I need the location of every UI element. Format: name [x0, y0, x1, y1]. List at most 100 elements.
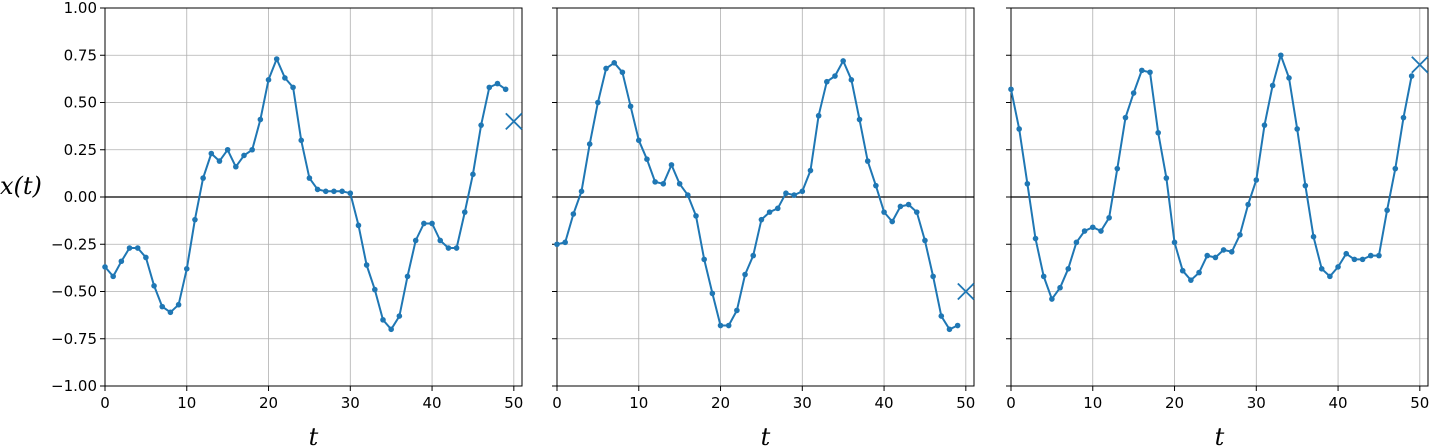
data-point [208, 150, 215, 157]
plot-frame [556, 7, 975, 387]
data-point [881, 209, 887, 215]
data-point [233, 163, 239, 170]
data-point [461, 209, 468, 215]
x-tick-label: 30 [793, 394, 812, 412]
x-tick-label: 0 [100, 394, 110, 412]
y-axis-label: x(t) [0, 172, 42, 200]
data-point [1367, 252, 1374, 259]
data-point [954, 322, 961, 329]
data-point [1310, 233, 1317, 240]
data-point [1008, 86, 1014, 93]
data-point [807, 167, 814, 174]
data-point [1261, 122, 1268, 128]
data-point [1302, 182, 1309, 189]
data-point [734, 307, 740, 314]
data-point [404, 273, 411, 280]
data-point [396, 313, 403, 319]
data-point [1024, 180, 1031, 187]
data-point [905, 201, 912, 208]
data-point [257, 116, 264, 123]
data-point [192, 216, 198, 223]
y-tick-label: −1.00 [51, 377, 97, 395]
data-point [635, 137, 642, 144]
x-tick-label: 40 [1329, 394, 1348, 412]
data-point [1228, 249, 1235, 255]
series-line [556, 59, 959, 331]
x-tick-label: 20 [259, 394, 278, 412]
data-point [1155, 129, 1161, 136]
data-point [922, 237, 928, 244]
data-point [595, 99, 601, 106]
data-point [1408, 73, 1415, 79]
data-point [652, 179, 658, 185]
x-tick-label: 0 [552, 394, 562, 412]
data-point [1032, 235, 1039, 242]
data-point [1400, 114, 1407, 121]
y-tick-label: 0.25 [64, 141, 97, 159]
y-tick-label: 0.50 [64, 94, 97, 112]
data-point [1220, 247, 1227, 253]
x-tick-label: 40 [423, 394, 442, 412]
data-point [1147, 69, 1153, 76]
data-point [1122, 114, 1129, 121]
data-point [306, 175, 313, 181]
data-point [167, 309, 174, 316]
data-point [380, 317, 386, 323]
data-point [938, 313, 945, 319]
plot-frame [104, 7, 523, 387]
y-tick-label: −0.50 [51, 283, 97, 301]
y-tick-label: −0.25 [51, 235, 97, 253]
data-point [627, 103, 634, 110]
target-marker-stroke [957, 282, 975, 301]
target-marker [505, 112, 523, 131]
data-point [1089, 224, 1096, 231]
data-point [478, 122, 484, 128]
data-point [175, 301, 182, 308]
data-point [578, 188, 585, 195]
data-point [611, 60, 618, 66]
data-point [314, 186, 321, 193]
data-point [856, 116, 863, 123]
data-point [1139, 67, 1145, 74]
data-point [676, 180, 683, 187]
data-point [815, 112, 822, 119]
data-point [273, 56, 280, 62]
x-tick-label: 50 [956, 394, 975, 412]
data-point [494, 80, 501, 87]
data-point [1098, 228, 1104, 234]
data-point [758, 216, 765, 223]
data-point [1188, 277, 1194, 283]
data-point [200, 175, 206, 181]
data-point [1179, 267, 1186, 274]
data-point [1384, 207, 1390, 214]
data-point [1057, 284, 1063, 291]
data-point [429, 220, 435, 227]
data-point [693, 213, 699, 219]
x-tick-label: 10 [177, 394, 196, 412]
y-tick-label: 0.75 [64, 46, 97, 64]
x-tick-label: 0 [1006, 394, 1016, 412]
data-point [709, 290, 716, 297]
data-point [437, 237, 444, 244]
x-tick-label: 40 [875, 394, 894, 412]
chart-panel-1: −1.00 −0.75 −0.50 −0.25 0.00 0.25 0.50 0.75 1.00… [51, 0, 523, 447]
x-tick-label: 10 [629, 394, 648, 412]
data-point [873, 182, 879, 189]
data-point [799, 188, 806, 195]
data-point [586, 141, 593, 147]
series-line [104, 58, 507, 331]
data-point [1351, 256, 1358, 263]
data-point [1335, 264, 1341, 270]
data-point [1237, 232, 1243, 238]
x-tick-label: 20 [711, 394, 730, 412]
x-tick-label: 20 [1165, 394, 1184, 412]
data-point [946, 326, 953, 333]
data-point [453, 245, 460, 251]
x-tick-label: 30 [341, 394, 360, 412]
data-point [1040, 273, 1047, 280]
data-point [766, 209, 773, 215]
data-point [1212, 254, 1219, 261]
data-point [668, 162, 675, 168]
data-point [224, 146, 231, 153]
data-point [603, 65, 609, 72]
